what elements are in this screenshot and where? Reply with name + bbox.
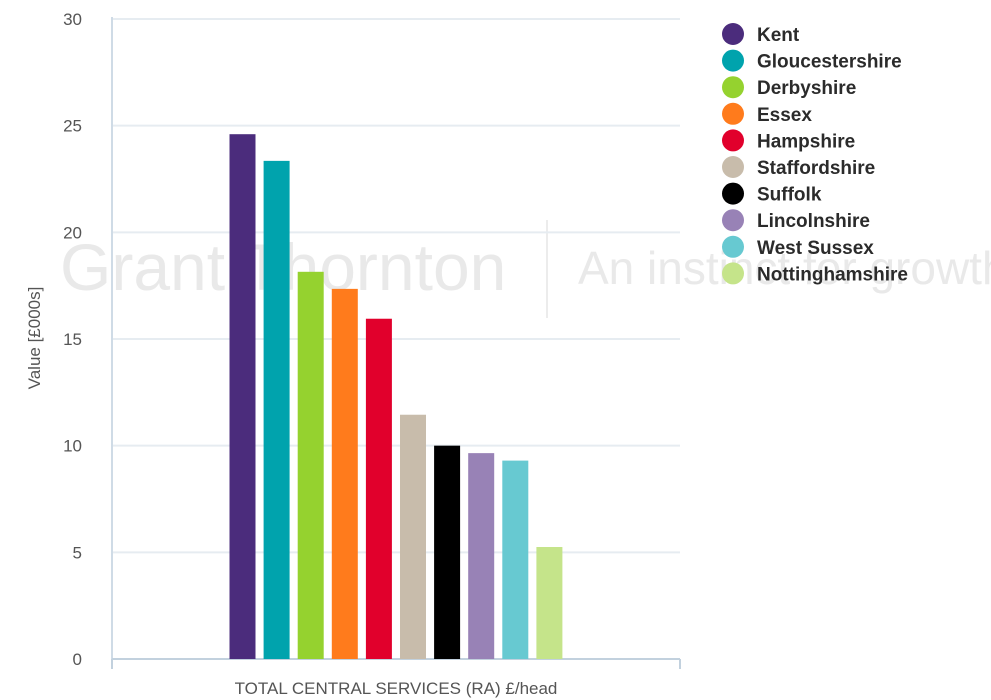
bar-lincolnshire (468, 453, 495, 659)
legend-label: Essex (757, 105, 812, 126)
y-tick-label: 10 (63, 437, 82, 456)
legend-label: Staffordshire (757, 158, 875, 179)
legend-label: Hampshire (757, 131, 855, 152)
bar-derbyshire (297, 271, 324, 659)
gridlines (112, 18, 680, 554)
legend-marker (722, 49, 744, 72)
legend-marker (722, 129, 744, 152)
legend-marker (722, 235, 744, 258)
legend-marker (722, 23, 744, 45)
bar-essex (331, 288, 358, 659)
bar-nottinghamshire (536, 547, 563, 659)
legend-label: West Sussex (757, 238, 874, 259)
bar-suffolk (434, 445, 461, 659)
legend-marker (722, 156, 744, 178)
y-axis-label: Value [£000s] (25, 287, 44, 390)
bar-kent (229, 134, 256, 659)
legend-label: Lincolnshire (757, 211, 870, 232)
legend-marker (722, 76, 744, 99)
legend-marker (722, 182, 744, 205)
legend-marker (722, 262, 744, 285)
legend-label: Suffolk (757, 185, 822, 206)
legend-label: Kent (757, 25, 800, 46)
bar-west-sussex (502, 460, 529, 659)
legend-marker (722, 209, 744, 232)
bars (229, 134, 563, 659)
legend-label: Derbyshire (757, 78, 856, 99)
bar-hampshire (365, 318, 392, 659)
bar-staffordshire (400, 414, 426, 659)
y-tick-label: 15 (63, 330, 82, 349)
y-tick-label: 0 (73, 650, 82, 669)
bar-gloucestershire (263, 160, 290, 659)
watermark-tagline: An instinct for growth (578, 242, 991, 294)
y-tick-label: 25 (63, 117, 82, 136)
legend-marker (722, 102, 744, 125)
legend-label: Gloucestershire (757, 52, 902, 73)
y-tick-label: 5 (73, 543, 82, 562)
legend: Kent Gloucestershire Derbyshire Essex Hampsh… (722, 23, 908, 285)
y-tick-label: 20 (63, 223, 82, 242)
axes (111, 17, 681, 669)
legend-label: Nottinghamshire (757, 264, 908, 285)
y-tick-label: 30 (63, 10, 82, 29)
x-axis-label: TOTAL CENTRAL SERVICES (RA) £/head (235, 679, 558, 698)
y-axis-ticks: 0 5 10 15 20 25 30 (63, 10, 82, 669)
